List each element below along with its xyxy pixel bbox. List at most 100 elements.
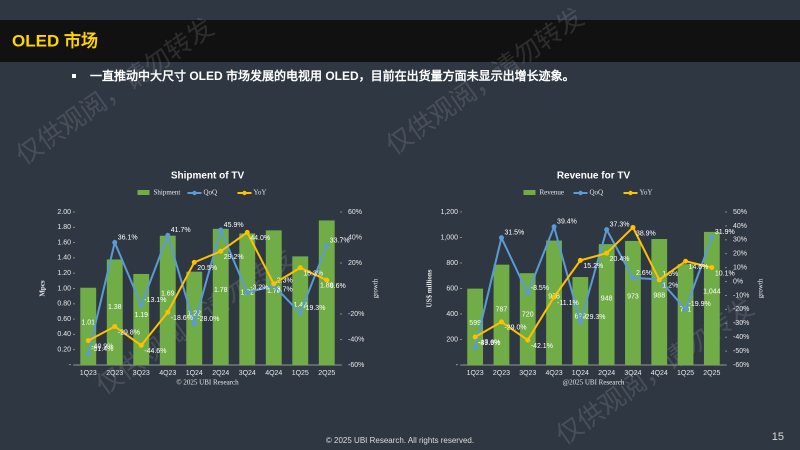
point-label: 20.4% [610, 256, 630, 263]
legend-label: QoQ [204, 189, 218, 197]
bar [265, 230, 282, 365]
point-label: 41.7% [171, 227, 191, 234]
line-point [297, 310, 303, 316]
point-label: 6.6% [330, 283, 346, 290]
y-tick-label: 0.40 [57, 331, 71, 338]
bullet-text: 一直推动中大尺寸 OLED 市场发展的电视用 OLED，目前在出货量方面未显示出… [90, 68, 575, 83]
line-point [297, 265, 303, 271]
point-label: -47.6% [478, 340, 500, 347]
line-point [218, 227, 224, 233]
chart-title: Shipment of TV [171, 171, 245, 182]
point-label: -19.3% [303, 305, 325, 312]
y-tick-label: 1,000 [440, 234, 458, 241]
y-tick-label: 1.60 [57, 239, 71, 246]
y2-tick-label: 40% [348, 234, 362, 241]
bar [186, 271, 203, 365]
bar [677, 264, 694, 365]
line-point [525, 337, 531, 343]
line-point [324, 243, 330, 249]
y-axis-label: Mpcs [39, 280, 47, 297]
bar-label: 1.76 [267, 288, 281, 295]
legend-dot [242, 190, 247, 196]
legend-label: YoY [254, 189, 267, 197]
line-series [474, 225, 713, 342]
line-point [604, 250, 610, 256]
y2-tick-label: -30% [733, 320, 749, 327]
y-tick-label: - [69, 362, 72, 369]
bar [651, 239, 668, 365]
point-label: 45.9% [224, 222, 244, 229]
annotation: @2025 UBI Research [563, 379, 625, 387]
y2-tick-label: -60% [733, 362, 749, 369]
x-tick-label: 2Q23 [493, 370, 510, 377]
line-point [709, 234, 715, 240]
y-tick-label: 1,200 [440, 209, 458, 216]
bullet-marker [72, 74, 76, 78]
y2-tick-label: -20% [348, 311, 364, 318]
line-point [138, 302, 144, 308]
bar [239, 233, 256, 365]
y-tick-label: - [456, 362, 459, 369]
point-label: -8.5% [531, 285, 549, 292]
x-tick-label: 4Q24 [265, 370, 282, 377]
line-point [577, 257, 583, 263]
y-tick-label: 600 [446, 285, 458, 292]
line-point [85, 338, 91, 344]
y-tick-label: 1.80 [57, 224, 71, 231]
bar-label: 1,044 [703, 289, 721, 296]
line-point [683, 258, 689, 264]
y2-tick-label: -20% [733, 306, 749, 313]
x-tick-label: 1Q25 [292, 370, 309, 377]
x-tick-label: 2Q24 [212, 370, 229, 377]
bar-label: 1.78 [214, 287, 228, 294]
y2-tick-label: 20% [733, 251, 747, 258]
bar [519, 273, 536, 365]
line-point [630, 224, 636, 230]
point-label: -13.1% [144, 297, 166, 304]
x-tick-label: 4Q24 [651, 370, 668, 377]
point-label: -29.0% [504, 325, 526, 332]
legend-dot [578, 190, 583, 196]
line-point [112, 239, 118, 245]
point-label: 2.6% [636, 270, 652, 277]
bar-label: 973 [627, 294, 639, 301]
x-tick-label: 1Q23 [80, 370, 97, 377]
bar-label: 1.22 [187, 311, 201, 318]
point-label: -11.1% [557, 300, 579, 307]
bar-label: 1.01 [81, 319, 95, 326]
line-point [165, 232, 171, 238]
y-tick-label: 1.00 [57, 285, 71, 292]
bar [80, 287, 97, 365]
point-label: 31.9% [715, 229, 735, 236]
line-point [604, 227, 610, 233]
y-tick-label: 0.80 [57, 301, 71, 308]
point-label: 33.7% [330, 237, 350, 244]
y2-axis-label: growth [757, 278, 765, 298]
line-point [656, 277, 662, 283]
line-point [85, 351, 91, 357]
bar-label: 1.69 [161, 291, 175, 298]
point-label: 20.5% [197, 265, 217, 272]
y-axis-label: US$ millions [426, 269, 434, 307]
legend-dot [192, 190, 197, 196]
line-point [551, 224, 557, 230]
annotation: © 2025 UBI Research [176, 379, 239, 387]
line-point [551, 294, 557, 300]
bar-label: 1.38 [108, 304, 122, 311]
legend-dot [628, 190, 633, 196]
x-tick-label: 3Q24 [624, 370, 641, 377]
line-series [474, 223, 713, 348]
line-series [87, 230, 328, 347]
x-tick-label: 4Q23 [159, 370, 176, 377]
header-bar [0, 20, 800, 62]
y2-tick-label: -10% [733, 292, 749, 299]
point-label: -18.6% [171, 315, 193, 322]
y2-tick-label: -60% [348, 362, 364, 369]
x-tick-label: 1Q24 [186, 370, 203, 377]
line-point [191, 259, 197, 265]
y2-tick-label: 30% [733, 237, 747, 244]
point-label: 10.1% [715, 270, 735, 277]
line-series [87, 226, 328, 355]
